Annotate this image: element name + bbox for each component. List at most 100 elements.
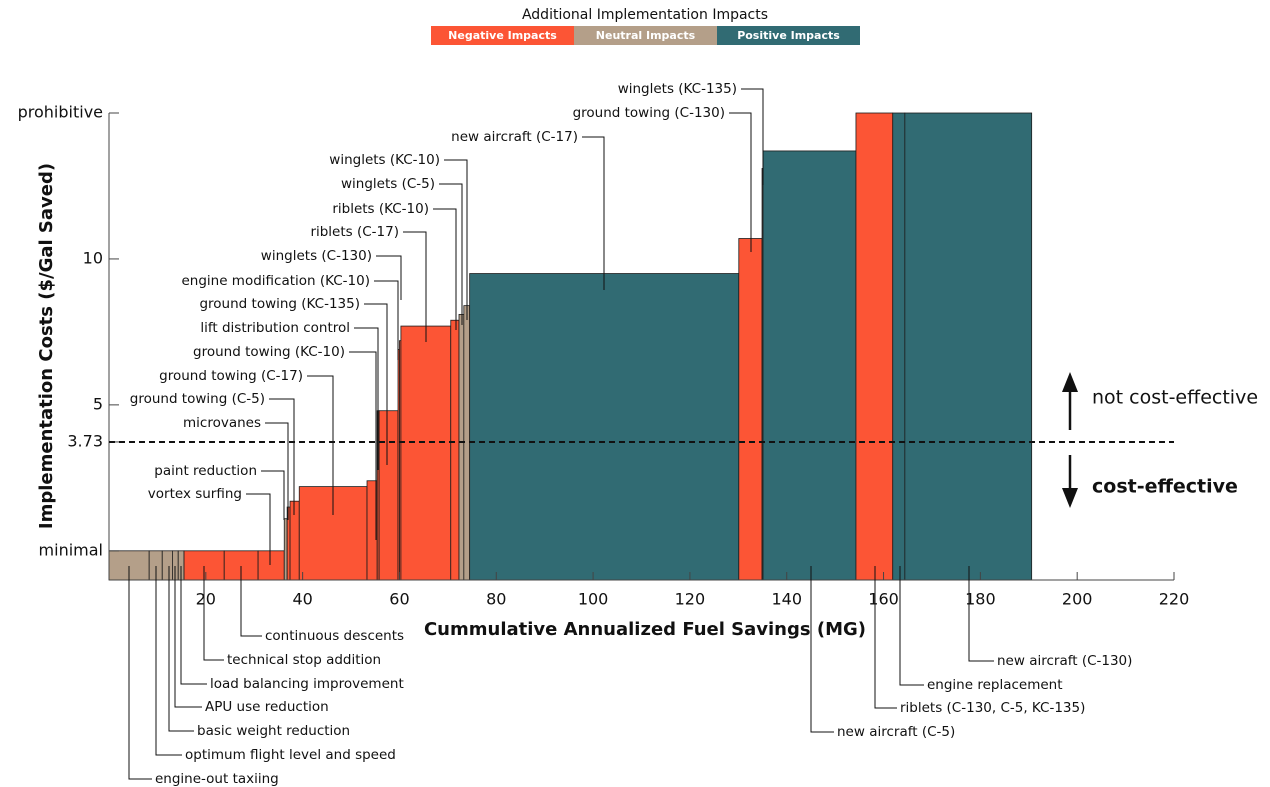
- bar-label: riblets (C-17): [310, 224, 399, 240]
- legend-title: Additional Implementation Impacts: [522, 7, 768, 23]
- leader-line: [155, 566, 182, 756]
- leader-line: [376, 255, 402, 300]
- bar-label: new aircraft (C-5): [837, 724, 955, 740]
- bar-label: lift distribution control: [200, 320, 350, 336]
- x-tick-label: 160: [868, 590, 899, 609]
- bar-label: winglets (KC-10): [329, 152, 440, 168]
- leader-line: [968, 566, 994, 662]
- y-tick-label: 10: [83, 248, 103, 267]
- x-tick-label: 60: [389, 590, 409, 609]
- leader-line: [810, 566, 834, 733]
- bar-label: ground towing (KC-10): [193, 344, 345, 360]
- leader-line: [261, 470, 285, 520]
- leader-line: [374, 280, 399, 360]
- leader-line: [354, 327, 379, 470]
- bar-label: new aircraft (C-17): [451, 129, 578, 145]
- y-tick-label: 3.73: [67, 431, 103, 450]
- leader-line: [168, 566, 194, 732]
- bar-label: vortex surfing: [148, 486, 242, 502]
- bar-label: ground towing (C-5): [130, 391, 265, 407]
- bar-label: engine replacement: [927, 677, 1063, 693]
- x-tick-label: 80: [486, 590, 506, 609]
- bar: [738, 238, 763, 581]
- x-tick-label: 40: [292, 590, 312, 609]
- y-tick-label: minimal: [39, 540, 103, 559]
- leader-line: [128, 566, 152, 780]
- bar-label: winglets (C-130): [261, 248, 372, 264]
- legend-label: Negative Impacts: [448, 29, 557, 42]
- leader-line: [874, 566, 897, 709]
- leader-line: [307, 375, 334, 515]
- x-tick-label: 140: [771, 590, 802, 609]
- leader-line: [349, 351, 377, 540]
- bar: [289, 500, 300, 581]
- bar-label: riblets (C-130, C-5, KC-135): [900, 700, 1085, 716]
- bar-label: ground towing (KC-135): [199, 296, 360, 312]
- bar: [892, 112, 906, 581]
- bar-label: winglets (C-5): [341, 176, 435, 192]
- bar-label: technical stop addition: [227, 652, 381, 668]
- x-axis-title: Cummulative Annualized Fuel Savings (MG): [424, 619, 866, 640]
- bar: [762, 150, 857, 581]
- leader-line: [439, 183, 463, 325]
- bar: [283, 518, 288, 581]
- bar: [378, 410, 399, 581]
- leader-line: [246, 493, 271, 565]
- leader-line: [180, 566, 207, 685]
- leader-line: [203, 566, 224, 661]
- bar: [450, 319, 460, 581]
- bar: [469, 273, 740, 581]
- leader-line: [269, 398, 295, 515]
- bar-label: paint reduction: [154, 463, 257, 479]
- annotation-above: not cost-effective: [1092, 387, 1258, 409]
- leader-line: [433, 208, 457, 330]
- y-tick-label: prohibitive: [18, 103, 103, 122]
- leader-line: [444, 159, 468, 320]
- arrow-up-head: [1062, 372, 1078, 392]
- leader-line: [582, 136, 605, 290]
- bar-label: basic weight reduction: [197, 723, 350, 739]
- bar-label: microvanes: [183, 415, 261, 431]
- bar-label: load balancing improvement: [210, 676, 404, 692]
- x-tick-label: 200: [1062, 590, 1093, 609]
- x-tick-label: 100: [578, 590, 609, 609]
- bar: [400, 325, 452, 581]
- bar-label: engine modification (KC-10): [181, 273, 370, 289]
- bar: [458, 313, 465, 581]
- y-axis-title: Implementation Costs ($/Gal Saved): [36, 163, 57, 529]
- bar: [257, 550, 285, 581]
- bar-label: optimum flight level and speed: [185, 747, 396, 763]
- leader-line: [403, 231, 427, 342]
- x-tick-label: 20: [196, 590, 216, 609]
- bar-label: riblets (KC-10): [332, 201, 429, 217]
- bar-label: continuous descents: [265, 628, 404, 644]
- bar-label: winglets (KC-135): [618, 81, 737, 97]
- annotation-below: cost-effective: [1092, 476, 1238, 498]
- legend-swatch: [431, 26, 574, 45]
- leader-line: [729, 112, 752, 252]
- leader-line: [265, 422, 289, 520]
- bar-label: engine-out taxiing: [155, 771, 279, 787]
- leader-line: [364, 303, 388, 465]
- legend-swatch: [717, 26, 860, 45]
- y-tick-label: 5: [93, 394, 103, 413]
- bar-label: ground towing (C-17): [159, 368, 303, 384]
- x-tick-label: 180: [965, 590, 996, 609]
- bar: [161, 550, 173, 581]
- leader-line: [240, 566, 262, 637]
- bar: [855, 112, 894, 581]
- bar: [904, 112, 1033, 581]
- legend-label: Positive Impacts: [737, 29, 840, 42]
- x-tick-label: 120: [675, 590, 706, 609]
- legend-label: Neutral Impacts: [596, 29, 696, 42]
- leader-line: [174, 566, 202, 708]
- leader-line: [741, 88, 764, 185]
- arrow-down-head: [1062, 488, 1078, 508]
- bar-label: ground towing (C-130): [573, 105, 725, 121]
- legend-swatch: [574, 26, 717, 45]
- x-tick-label: 220: [1159, 590, 1190, 609]
- leader-line: [899, 566, 924, 686]
- bar-label: new aircraft (C-130): [997, 653, 1132, 669]
- bar-label: APU use reduction: [205, 699, 329, 715]
